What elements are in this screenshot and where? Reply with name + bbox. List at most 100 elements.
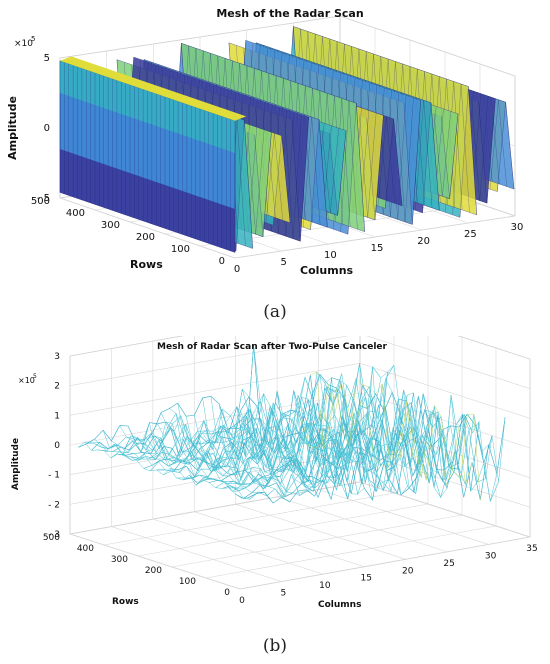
x-tick-label: 15: [371, 243, 384, 254]
mesh-col-line: [260, 418, 431, 483]
mesh-line: [235, 120, 253, 252]
y-tick-label: 400: [77, 544, 94, 554]
y-tick-label: 500: [31, 196, 50, 207]
mesh-col-line: [268, 396, 440, 477]
mesh-col-line: [136, 421, 307, 496]
mesh-line: [254, 132, 272, 237]
grid-line: [69, 336, 349, 386]
mesh-col-line: [310, 371, 481, 501]
mesh-line: [340, 100, 358, 232]
grid-line: [235, 504, 406, 560]
grid-line: [69, 533, 241, 590]
grid-line: [318, 489, 489, 545]
mesh-col-line: [86, 441, 257, 500]
mesh-line: [415, 100, 433, 211]
grid-line: [171, 514, 463, 568]
grid-line: [69, 336, 184, 357]
z-tick-label: 3: [54, 352, 60, 362]
x-tick-label: 5: [280, 257, 286, 268]
mesh-line: [347, 103, 365, 235]
y-tick-label: 0: [224, 588, 230, 598]
x-tick-label: 0: [239, 596, 245, 606]
mesh-line: [459, 86, 477, 218]
mesh-col-line: [94, 438, 265, 494]
x-tick-label: 30: [511, 222, 524, 233]
mesh-col-line: [235, 388, 406, 483]
grid-line: [359, 392, 531, 449]
mesh-line: [359, 112, 377, 218]
mesh-col-line: [144, 423, 315, 497]
mesh-row-line: [209, 408, 467, 492]
mesh-row-line: [78, 374, 336, 449]
chart-a-multiplier: ×10: [14, 39, 33, 49]
grid-line: [359, 422, 531, 478]
grid-line: [69, 363, 361, 416]
caption-a: (a): [263, 302, 287, 322]
mesh-col-line: [276, 390, 448, 498]
grid-line: [457, 336, 531, 360]
z-tick-label: 5: [44, 53, 50, 64]
x-tick-label: 25: [464, 229, 477, 240]
chart-b-zlabel: Amplitude: [11, 438, 21, 490]
mesh-line: [321, 128, 339, 213]
grid-line: [69, 392, 361, 446]
mesh-col-line: [111, 435, 282, 498]
chart-a-exponent: 5: [31, 35, 35, 43]
x-tick-label: 10: [319, 581, 331, 591]
mesh-row-line: [149, 383, 408, 472]
grid-line: [152, 518, 323, 575]
y-tick-label: 100: [179, 577, 196, 587]
mesh-line: [284, 114, 302, 239]
z-tick-label: - 1: [48, 471, 60, 481]
z-tick-label: - 3: [48, 530, 60, 540]
grid-line: [277, 496, 448, 553]
grid-line: [59, 15, 341, 59]
mesh-col-line: [119, 425, 290, 503]
y-tick-label: 100: [171, 244, 190, 255]
mesh-line: [497, 102, 515, 192]
mesh-col-line: [227, 345, 398, 494]
grid-line: [234, 215, 516, 259]
mesh-line: [273, 135, 291, 226]
mesh-row-line: [123, 366, 382, 463]
x-tick-label: 35: [526, 544, 537, 554]
mesh-line: [247, 129, 265, 235]
mesh-col-line: [293, 374, 464, 498]
mesh-col-line: [185, 416, 357, 491]
mesh-line: [441, 113, 459, 199]
chart-b-mesh: [78, 345, 506, 504]
x-tick-label: 25: [443, 559, 454, 569]
grid-line: [194, 511, 365, 567]
x-tick-label: 20: [417, 236, 430, 247]
chart-b-multiplier: ×10: [18, 376, 35, 385]
mesh-line: [478, 98, 496, 204]
mesh-col-line: [334, 364, 506, 482]
grid-line: [103, 492, 395, 546]
mesh-line: [329, 130, 347, 216]
grid-line: [111, 526, 282, 582]
mesh-col-line: [285, 376, 456, 484]
mesh-row-line: [163, 389, 421, 478]
mesh-row-line: [176, 408, 434, 479]
grid-line: [69, 481, 361, 535]
mesh-col-line: [78, 441, 249, 499]
chart-b-exponent: 5: [33, 373, 37, 380]
mesh-line: [265, 133, 283, 223]
y-tick-label: 400: [66, 208, 85, 219]
panel-a: 0 5 10 15 20 25 30 0 100 200 300 400 500 5 0- 5 Mesh o…: [0, 0, 550, 330]
chart-a-xlabel: Columns: [300, 264, 354, 277]
z-tick-label: 1: [54, 411, 60, 421]
mesh-col-line: [218, 403, 390, 493]
mesh-line: [291, 117, 309, 242]
grid-line: [59, 197, 236, 259]
mesh-line: [303, 117, 321, 228]
z-tick-label: 0: [54, 441, 60, 451]
chart-a-zlabel: Amplitude: [6, 96, 19, 160]
mesh-line: [471, 96, 489, 201]
x-tick-label: 0: [234, 264, 240, 275]
x-tick-label: 30: [485, 551, 497, 561]
y-tick-label: 300: [101, 220, 120, 231]
